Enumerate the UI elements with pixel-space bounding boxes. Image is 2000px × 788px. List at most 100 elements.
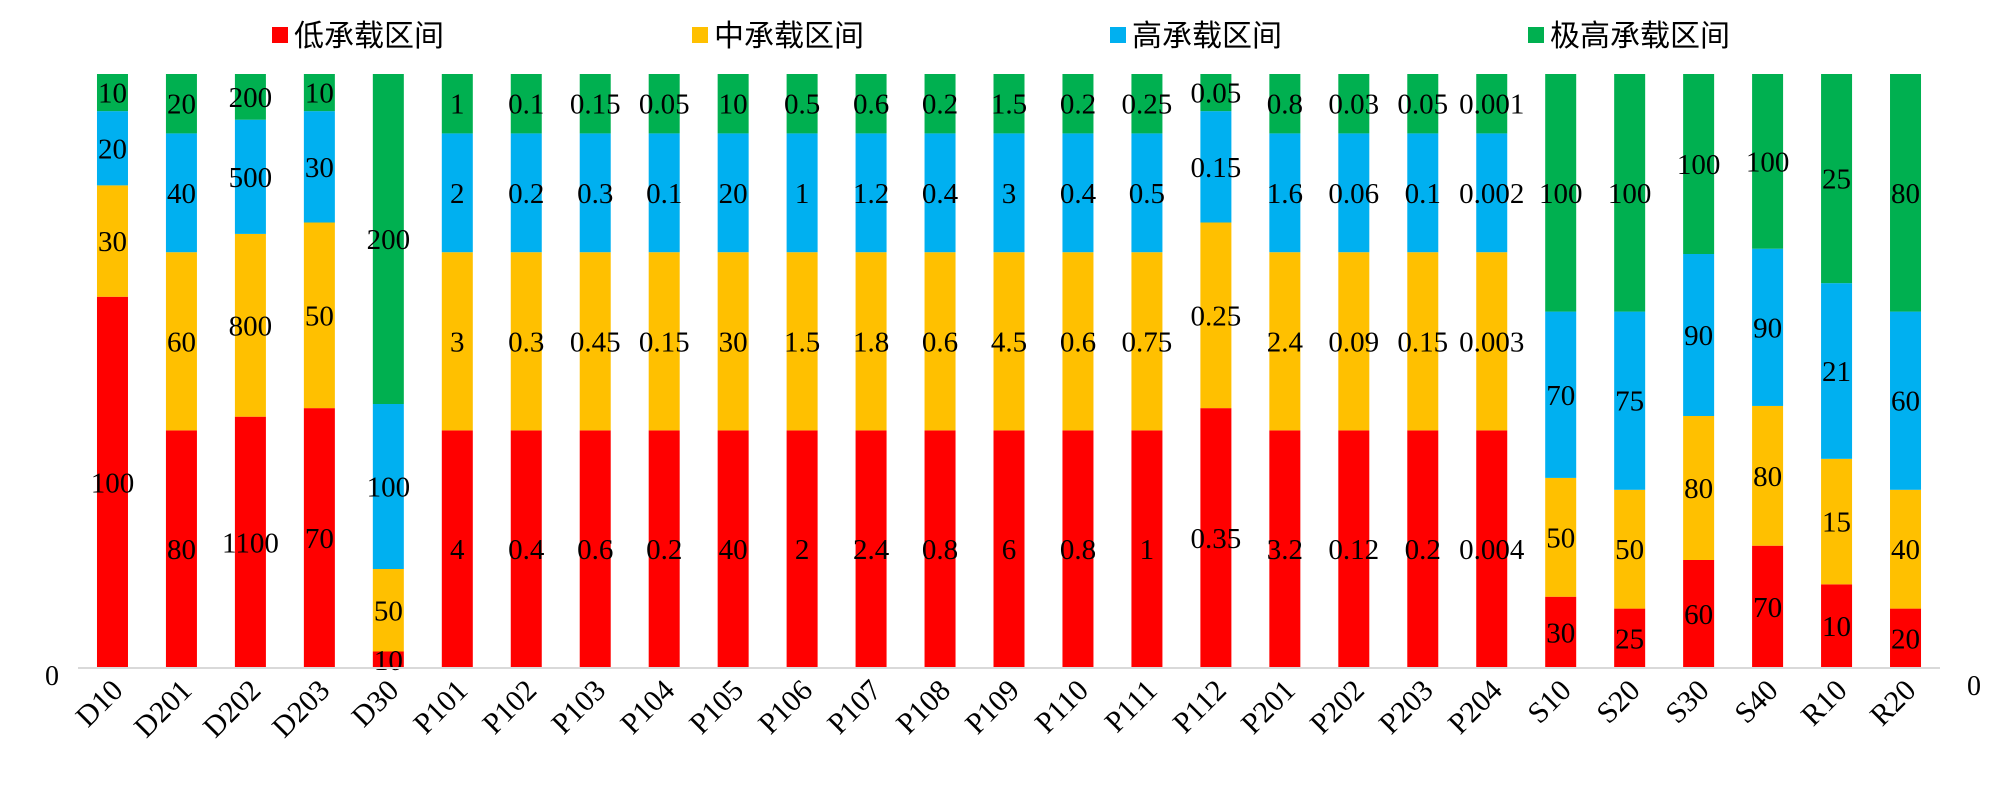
category-label-r20: R20 (1864, 674, 1923, 733)
bar-s20-series-3 (1614, 311, 1646, 490)
bar-p203-series-4 (1407, 74, 1439, 134)
value-label-p111-series-3: 0.5 (1129, 178, 1165, 210)
bar-p103-series-4 (579, 74, 611, 134)
value-label-p110-series-1: 0.8 (1060, 534, 1096, 566)
bar-d30-series-1 (372, 651, 404, 668)
value-label-p201-series-2: 2.4 (1267, 326, 1304, 358)
value-label-p112-series-2: 0.25 (1191, 300, 1242, 332)
bar-p101-series-2 (441, 252, 473, 431)
bar-d10-series-3 (96, 111, 128, 186)
value-label-p103-series-3: 0.3 (577, 178, 613, 210)
value-label-p106-series-2: 1.5 (784, 326, 820, 358)
bar-p110-series-1 (1062, 430, 1094, 668)
bar-d10-series-4 (96, 74, 128, 112)
category-label-d202: D202 (197, 674, 267, 744)
bar-p107-series-1 (855, 430, 887, 668)
bar-d201-series-4 (165, 74, 197, 134)
bar-s30-series-4 (1683, 74, 1715, 254)
value-label-p104-series-3: 0.1 (646, 178, 682, 210)
value-label-p107-series-4: 0.6 (853, 89, 889, 121)
bar-p109-series-4 (993, 74, 1025, 134)
bar-d202-series-2 (234, 233, 266, 417)
bar-d10-series-1 (96, 296, 128, 668)
value-label-s30-series-1: 60 (1684, 599, 1713, 631)
value-label-d203-series-2: 50 (305, 300, 334, 332)
value-label-p108-series-3: 0.4 (922, 178, 959, 210)
value-label-d10-series-2: 30 (98, 226, 127, 258)
legend: 低承载区间 中承载区间 高承载区间 极高承载区间 (272, 19, 1730, 54)
value-label-p110-series-2: 0.6 (1060, 326, 1096, 358)
bar-d201-series-1 (165, 430, 197, 668)
bar-p101-series-4 (441, 74, 473, 134)
bar-p202-series-1 (1338, 430, 1370, 668)
bar-p108-series-1 (924, 430, 956, 668)
bar-p102-series-3 (510, 133, 542, 253)
value-label-s40-series-3: 90 (1753, 312, 1782, 344)
bar-p203-series-3 (1407, 133, 1439, 253)
value-label-d203-series-4: 10 (305, 78, 334, 110)
bar-d201-series-2 (165, 252, 197, 431)
bar-p204-series-3 (1476, 133, 1508, 253)
bar-p104-series-3 (648, 133, 680, 253)
bar-p111-series-4 (1131, 74, 1163, 134)
category-label-p106: P106 (752, 674, 819, 741)
value-label-p111-series-4: 0.25 (1122, 89, 1173, 121)
bar-p101-series-3 (441, 133, 473, 253)
value-label-s30-series-4: 100 (1677, 149, 1721, 181)
bar-p204-series-1 (1476, 430, 1508, 668)
value-label-d202-series-4: 200 (229, 82, 273, 114)
value-label-p102-series-3: 0.2 (508, 178, 544, 210)
category-label-s10: S10 (1521, 674, 1577, 730)
bar-p101-series-1 (441, 430, 473, 668)
value-label-d201-series-3: 40 (167, 178, 196, 210)
value-label-p103-series-2: 0.45 (570, 326, 621, 358)
bar-s20-series-2 (1614, 489, 1646, 609)
value-label-d201-series-2: 60 (167, 326, 196, 358)
category-label-p105: P105 (683, 674, 750, 741)
category-label-p204: P204 (1442, 674, 1509, 741)
bar-p108-series-2 (924, 252, 956, 431)
bar-p201-series-4 (1269, 74, 1301, 134)
legend-label-4: 极高承载区间 (1550, 19, 1730, 54)
value-label-p104-series-1: 0.2 (646, 534, 682, 566)
value-label-p204-series-4: 0.001 (1459, 89, 1524, 121)
bar-p204-series-2 (1476, 252, 1508, 431)
category-label-p102: P102 (476, 674, 543, 741)
bar-d10-series-2 (96, 185, 128, 297)
bar-p102-series-1 (510, 430, 542, 668)
bar-p106-series-3 (786, 133, 818, 253)
value-label-p109-series-3: 3 (1002, 178, 1017, 210)
legend-swatch-2 (692, 27, 708, 43)
value-label-p202-series-2: 0.09 (1328, 326, 1379, 358)
value-label-p105-series-2: 30 (719, 326, 748, 358)
value-label-p203-series-1: 0.2 (1405, 534, 1441, 566)
category-label-s20: S20 (1590, 674, 1646, 730)
value-label-p102-series-4: 0.1 (508, 89, 544, 121)
value-label-p203-series-3: 0.1 (1405, 178, 1441, 210)
bar-p204-series-4 (1476, 74, 1508, 134)
bar-d201-series-3 (165, 133, 197, 253)
category-label-p110: P110 (1029, 674, 1095, 740)
value-label-s20-series-3: 75 (1615, 386, 1644, 418)
value-label-r20-series-3: 60 (1891, 386, 1920, 418)
value-label-p107-series-3: 1.2 (853, 178, 889, 210)
category-label-d203: D203 (266, 674, 336, 744)
value-label-d10-series-4: 10 (98, 78, 127, 110)
value-label-p101-series-2: 3 (450, 326, 465, 358)
category-label-p202: P202 (1304, 674, 1371, 741)
value-label-p107-series-2: 1.8 (853, 326, 889, 358)
left-axis-zero-label: 0 (45, 661, 59, 692)
bar-p202-series-3 (1338, 133, 1370, 253)
value-label-p201-series-3: 1.6 (1267, 178, 1303, 210)
value-label-p102-series-1: 0.4 (508, 534, 545, 566)
x-axis: 0 0 (45, 661, 1981, 702)
category-label-r10: R10 (1795, 674, 1854, 733)
value-label-p112-series-3: 0.15 (1191, 152, 1242, 184)
bar-p203-series-2 (1407, 252, 1439, 431)
value-label-p101-series-3: 2 (450, 178, 465, 210)
bar-s40-series-1 (1752, 545, 1784, 668)
bar-p106-series-1 (786, 430, 818, 668)
value-label-p106-series-1: 2 (795, 534, 810, 566)
category-label-p108: P108 (890, 674, 957, 741)
